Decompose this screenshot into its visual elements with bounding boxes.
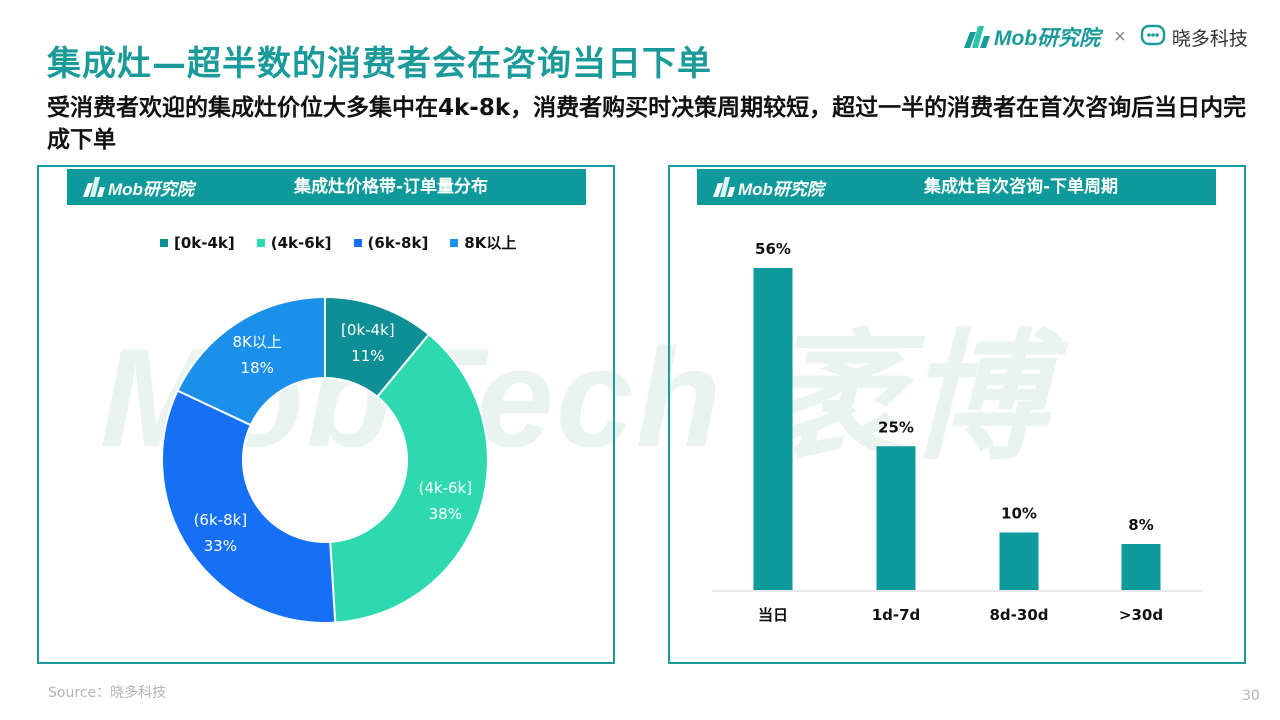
legend-label: (6k-8k] [367, 233, 429, 252]
slice-value-label: 11% [351, 347, 384, 365]
legend-item: 8K以上 [450, 232, 516, 253]
page-subtitle: 受消费者欢迎的集成灶价位大多集中在4k-8k，消费者购买时决策周期较短，超过一半… [47, 95, 1247, 153]
panel-logo-text: Mob研究院 [108, 179, 194, 199]
slice-value-label: 33% [204, 537, 237, 555]
order-cycle-panel-header: Mob研究院 集成灶首次咨询-下单周期 [697, 169, 1216, 205]
x-tick-label: 当日 [758, 606, 788, 624]
panel-logo-text: Mob研究院 [738, 179, 824, 199]
donut-slice [176, 295, 326, 427]
donut-slice [329, 332, 489, 624]
source-note: Source：晓多科技 [48, 685, 167, 701]
panel-logo: Mob研究院 [83, 172, 194, 202]
legend-swatch [160, 238, 168, 247]
xiaoduo-logo-icon [1140, 23, 1166, 52]
page-title: 集成灶—超半数的消费者会在咨询当日下单 [47, 44, 712, 84]
legend-item: (6k-8k] [353, 232, 429, 253]
slice-value-label: 38% [429, 505, 462, 523]
mob-logo-icon [713, 177, 735, 197]
donut-slice [161, 389, 337, 624]
legend-swatch [353, 238, 362, 247]
legend-item: [0k-4k] [160, 232, 235, 253]
page-number: 30 [1242, 688, 1260, 704]
slice-category-label: (6k-8k] [194, 511, 248, 529]
bar [999, 532, 1039, 590]
slice-value-label: 18% [241, 359, 274, 377]
brand-bar: Mob研究院 × 晓多科技 [964, 22, 1248, 52]
bar-value-label: 8% [1128, 516, 1153, 534]
bar-value-label: 56% [755, 240, 791, 258]
donut-legend: [0k-4k] (4k-6k] (6k-8k] 8K以上 [160, 232, 538, 253]
slice-category-label: 8K以上 [233, 333, 282, 351]
slice-category-label: (4k-6k] [419, 479, 473, 497]
price-band-chart-title: 集成灶价格带-订单量分布 [294, 177, 489, 197]
mob-brand-text: Mob研究院 [994, 27, 1101, 50]
legend-label: 8K以上 [464, 234, 517, 252]
order-cycle-panel [668, 165, 1246, 664]
slice-category-label: [0k-4k] [341, 321, 395, 339]
legend-label: (4k-6k] [270, 233, 332, 252]
legend-label: [0k-4k] [174, 233, 235, 252]
price-band-panel-header: Mob研究院 集成灶价格带-订单量分布 [67, 169, 586, 205]
price-band-panel [37, 165, 615, 664]
order-cycle-chart-title: 集成灶首次咨询-下单周期 [924, 177, 1119, 197]
partner-brand-text: 晓多科技 [1171, 28, 1248, 50]
bar [876, 446, 916, 590]
bar-value-label: 25% [878, 418, 914, 436]
mob-logo-icon [83, 177, 105, 197]
panel-logo: Mob研究院 [713, 172, 824, 202]
x-tick-label: 8d-30d [989, 606, 1048, 624]
legend-swatch [256, 238, 265, 247]
x-tick-label: 1d-7d [872, 606, 921, 624]
legend-swatch [450, 238, 459, 247]
legend-item: (4k-6k] [256, 232, 332, 253]
x-tick-label: >30d [1119, 606, 1163, 624]
bar [1121, 544, 1161, 590]
brand-separator: × [1114, 25, 1126, 48]
mob-logo-icon [964, 26, 990, 48]
bar [753, 268, 793, 590]
bar-value-label: 10% [1001, 505, 1037, 523]
